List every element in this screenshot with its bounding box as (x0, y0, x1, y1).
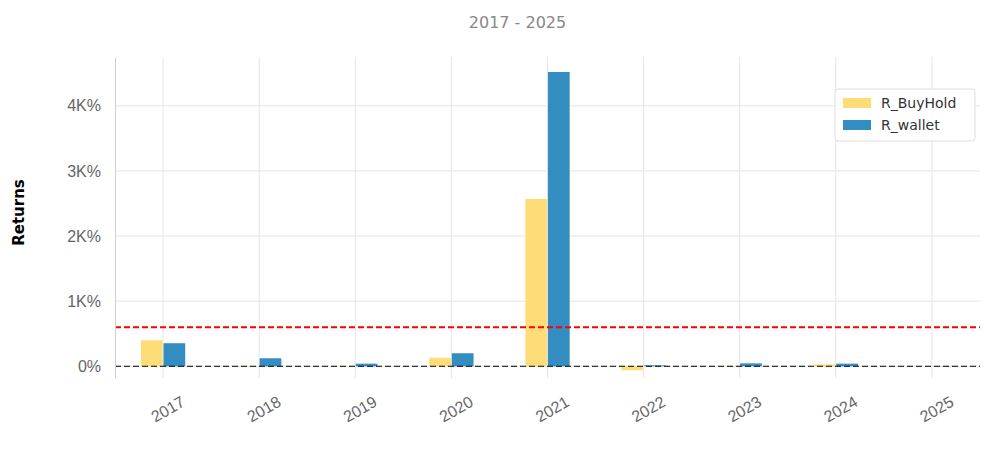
reference-lines (115, 327, 980, 366)
tick: 0% (78, 358, 115, 375)
grid-line (739, 57, 740, 378)
tick-label: 2022 (629, 393, 668, 426)
tick-label: 2018 (244, 393, 283, 426)
tick: 2018 (244, 378, 283, 425)
grid (115, 57, 980, 378)
plot: 0%1K%2K%3K%4K%20172018201920202021202220… (67, 57, 980, 425)
tick: 2024 (821, 378, 860, 425)
tick-label: 1K% (67, 293, 101, 310)
tick-label: 2023 (725, 393, 764, 426)
tick: 4K% (67, 97, 115, 114)
tick-label: 2017 (148, 393, 187, 426)
series (141, 199, 932, 370)
legend-swatch (843, 98, 871, 108)
subtitle: 2017 - 2025 (469, 13, 566, 32)
axis-line (116, 378, 981, 379)
axis-line (115, 58, 116, 379)
legend-label: R_BuyHold (881, 95, 956, 111)
tick-label: 3K% (67, 163, 101, 180)
tick-label: 0% (78, 358, 101, 375)
grid-line (451, 57, 452, 378)
bar (548, 72, 570, 366)
x-axis: 2017 2018 2019 2020 2021 2022 2023 2024 2025 (116, 378, 981, 425)
grid-line (355, 57, 356, 378)
bar (525, 199, 547, 366)
tick: 2019 (340, 378, 379, 425)
legend-item: R_BuyHold (843, 95, 956, 111)
legend-swatch (843, 120, 871, 130)
grid-line (643, 57, 644, 378)
y-axis: 0% 1K% 2K% 3K% 4K% (67, 58, 115, 379)
tick: 3K% (67, 163, 115, 180)
legend-item: R_wallet (843, 117, 940, 133)
axis-title: Returns (10, 179, 28, 246)
tick: 1K% (67, 293, 115, 310)
grid-line (547, 57, 548, 378)
legend-label: R_wallet (881, 117, 940, 133)
bar (164, 343, 186, 366)
tick: 2025 (917, 378, 956, 425)
tick: 2021 (533, 378, 572, 425)
bar (452, 353, 474, 366)
bar (141, 340, 163, 366)
tick-label: 2025 (917, 393, 956, 426)
bars (141, 72, 954, 370)
legend-box (835, 89, 975, 141)
bar (260, 358, 282, 366)
tick-label: 2K% (67, 228, 101, 245)
tick-label: 4K% (67, 97, 101, 114)
tick-label: 2021 (533, 393, 572, 426)
tick: 2K% (67, 228, 115, 245)
tick: 2020 (437, 378, 476, 425)
legend: R_BuyHold R_wallet (835, 89, 975, 141)
tick: 2022 (629, 378, 668, 425)
tick-label: 2024 (821, 393, 860, 426)
bar (814, 364, 836, 366)
tick: 2023 (725, 378, 764, 425)
reference-line (115, 326, 980, 328)
tick-label: 2020 (437, 393, 476, 426)
grid-line (259, 57, 260, 378)
chart: 0%1K%2K%3K%4K%20172018201920202021202220… (0, 0, 1000, 455)
tick: 2017 (148, 378, 187, 425)
bar (621, 366, 643, 370)
bar (429, 358, 451, 366)
grid-line (163, 57, 164, 378)
tick-label: 2019 (340, 393, 379, 426)
reference-line (115, 366, 980, 367)
